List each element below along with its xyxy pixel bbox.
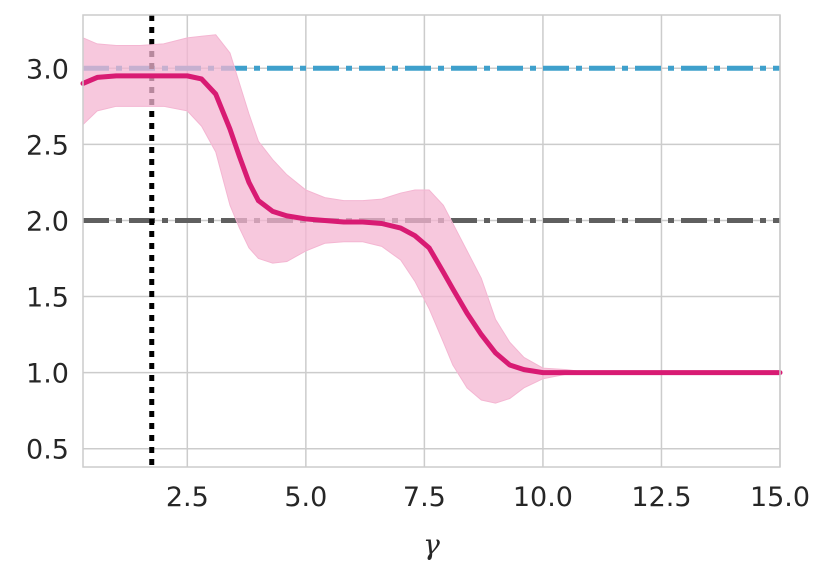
x-tick-label: 15.0	[750, 482, 810, 513]
series-lines	[80, 73, 783, 376]
plot-frame	[82, 14, 781, 468]
y-tick-label: 3.0	[26, 54, 69, 85]
x-axis-label: γ	[423, 528, 440, 561]
x-tick-label: 12.5	[631, 482, 691, 513]
y-tick-label: 1.5	[26, 283, 69, 314]
x-tick-label: 10.0	[513, 482, 573, 513]
y-tick-label: 0.5	[26, 435, 69, 466]
y-tick-label: 2.0	[26, 206, 69, 237]
x-tick-label: 2.5	[166, 482, 209, 513]
x-tick-label: 7.5	[403, 482, 446, 513]
y-tick-labels: 0.5 1.0 1.5 2.0 2.5 3.0	[26, 54, 69, 465]
series-line	[80, 73, 783, 376]
x-tick-label: 5.0	[284, 482, 327, 513]
x-tick-labels: 2.5 5.0 7.5 10.0 12.5 15.0	[166, 482, 810, 513]
y-tick-label: 1.0	[26, 359, 69, 390]
y-tick-label: 2.5	[26, 130, 69, 161]
